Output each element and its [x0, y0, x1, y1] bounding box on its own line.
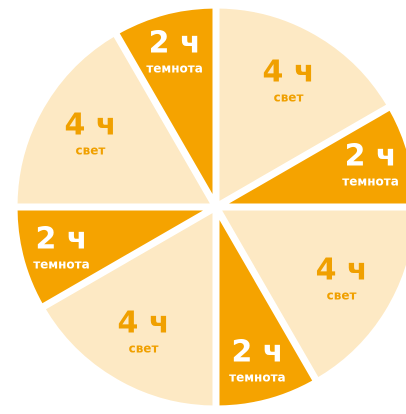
pie-slice	[212, 102, 406, 211]
slice-value-label: 2 ч	[231, 335, 283, 370]
pie-slice	[111, 1, 220, 211]
slice-category-label: свет	[327, 289, 357, 303]
pie-slice	[37, 203, 220, 413]
slice-category-label: темнота	[146, 61, 203, 75]
slice-value-label: 2 ч	[35, 221, 87, 256]
slice-value-label: 4 ч	[316, 253, 368, 288]
slice-value-label: 4 ч	[64, 108, 116, 143]
slice-category-label: темнота	[229, 371, 286, 385]
slice-value-label: 4 ч	[263, 54, 315, 89]
slice-category-label: темнота	[342, 175, 399, 189]
slice-value-label: 2 ч	[149, 25, 201, 60]
slice-value-label: 4 ч	[118, 306, 170, 341]
slice-category-label: темнота	[33, 257, 90, 271]
slice-value-label: 2 ч	[345, 139, 397, 174]
pie-slice	[212, 203, 406, 386]
slice-category-label: свет	[129, 342, 159, 356]
pie-slice	[10, 28, 220, 211]
slice-category-label: свет	[274, 90, 304, 104]
slice-category-label: свет	[76, 144, 106, 158]
pie-slice	[212, 1, 395, 211]
